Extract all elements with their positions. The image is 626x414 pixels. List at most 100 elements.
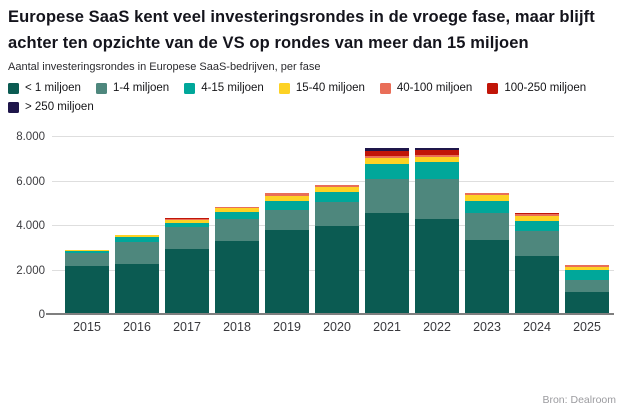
bar-segment [365, 150, 409, 157]
legend-swatch-icon [379, 82, 391, 94]
legend-label: 1-4 miljoen [112, 82, 170, 95]
bar-segment [465, 195, 509, 201]
bar-2019 [265, 193, 309, 316]
legend-swatch-icon [184, 82, 196, 94]
bar-segment [465, 193, 509, 196]
y-tick-label: 4.000 [16, 220, 45, 233]
bar-segment [465, 200, 509, 213]
bar-segment [515, 213, 559, 215]
bar-2021 [365, 147, 409, 316]
legend-item: 4-15 miljoen [184, 82, 264, 94]
bar-segment [365, 163, 409, 180]
x-tick-label: 2022 [423, 320, 451, 335]
bar-segment [165, 222, 209, 227]
y-tick-label: 8.000 [16, 131, 45, 144]
x-tick-label: 2018 [223, 320, 251, 335]
x-axis-baseline [46, 313, 614, 316]
bar-2017 [165, 218, 209, 316]
legend-swatch-icon [8, 101, 19, 113]
bar-segment [415, 154, 459, 157]
bar-segment [165, 220, 209, 223]
chart-subtitle: Aantal investeringsrondes in Europese Sa… [8, 61, 321, 74]
bar-segment [565, 264, 609, 268]
bar-segment [165, 226, 209, 249]
bar-segment [115, 235, 159, 238]
gridline [52, 136, 614, 138]
bar-segment [315, 225, 359, 316]
bar-segment [365, 157, 409, 164]
bar-segment [265, 229, 309, 316]
legend-swatch-icon [8, 82, 19, 94]
bar-segment [515, 256, 559, 316]
x-tick-label: 2019 [273, 320, 301, 335]
bar-slot [412, 137, 462, 316]
y-tick-label: 2.000 [16, 264, 45, 277]
bar-segment [565, 292, 609, 316]
bar-segment [115, 263, 159, 316]
legend-swatch-icon [95, 82, 107, 94]
bar-segment [515, 220, 559, 232]
legend-item: > 250 miljoen [8, 101, 94, 113]
bar-segment [415, 162, 459, 179]
x-tick-label: 2017 [173, 320, 201, 335]
bar-segment [265, 200, 309, 210]
x-tick-label: 2015 [73, 320, 101, 335]
bar-segment [365, 212, 409, 316]
bar-segment [365, 147, 409, 151]
bar-segment [215, 211, 259, 220]
bar-segment [365, 179, 409, 213]
bar-segment [215, 208, 259, 212]
y-tick-label: 0 [38, 309, 45, 322]
bar-segment [65, 251, 109, 254]
bar-segment [515, 231, 559, 257]
bar-slot [62, 137, 112, 316]
legend-label: < 1 miljoen [25, 82, 81, 95]
plot-area: 0 2.000 4.000 6.000 8.000 [16, 131, 614, 321]
bar-slot [512, 137, 562, 316]
legend-swatch-icon [487, 82, 499, 94]
bar-segment [415, 147, 459, 150]
bar-segment [215, 206, 259, 209]
bar-segment [315, 202, 359, 226]
bar-slot [462, 137, 512, 316]
bar-segment [415, 149, 459, 155]
bar-segment [565, 270, 609, 280]
bar-segment [265, 195, 309, 201]
bar-segment [265, 193, 309, 196]
x-tick-label: 2024 [523, 320, 551, 335]
legend-label: > 250 miljoen [25, 101, 94, 114]
legend-item: 15-40 miljoen [278, 82, 365, 95]
legend-label: 15-40 miljoen [295, 82, 365, 95]
bar-2018 [215, 206, 259, 316]
bar-2020 [315, 185, 359, 316]
chart-area: 0 2.000 4.000 6.000 8.000 2015 2016 2017 2018 20… [8, 131, 618, 334]
bar-slot [262, 137, 312, 316]
bar-slot [562, 137, 612, 316]
bar-2025 [565, 264, 609, 316]
bar-segment [465, 239, 509, 316]
x-axis-labels: 2015 2016 2017 2018 2019 2020 2021 2022 2023 2024… [62, 320, 612, 334]
bar-slot [212, 137, 262, 316]
bar-2015 [65, 249, 109, 316]
legend-item: 40-100 miljoen [379, 82, 473, 95]
bar-segment [565, 267, 609, 271]
bar-slot [312, 137, 362, 316]
legend-label: 4-15 miljoen [201, 82, 264, 95]
y-tick-label: 6.000 [16, 175, 45, 188]
legend-item: 1-4 miljoen [95, 82, 170, 95]
bar-segment [265, 209, 309, 230]
bar-slot [112, 137, 162, 316]
bar-segment [215, 241, 259, 316]
bar-2016 [115, 235, 159, 316]
legend-item: 100-250 miljoen [487, 82, 586, 94]
x-tick-label: 2016 [123, 320, 151, 335]
bar-segment [565, 279, 609, 292]
bar-2023 [465, 193, 509, 316]
bar-segment [165, 219, 209, 221]
legend-item: < 1 miljoen [8, 82, 81, 94]
bar-segment [315, 192, 359, 203]
bar-segment [515, 214, 559, 216]
legend-label: 40-100 miljoen [396, 82, 473, 95]
bar-segment [165, 218, 209, 220]
